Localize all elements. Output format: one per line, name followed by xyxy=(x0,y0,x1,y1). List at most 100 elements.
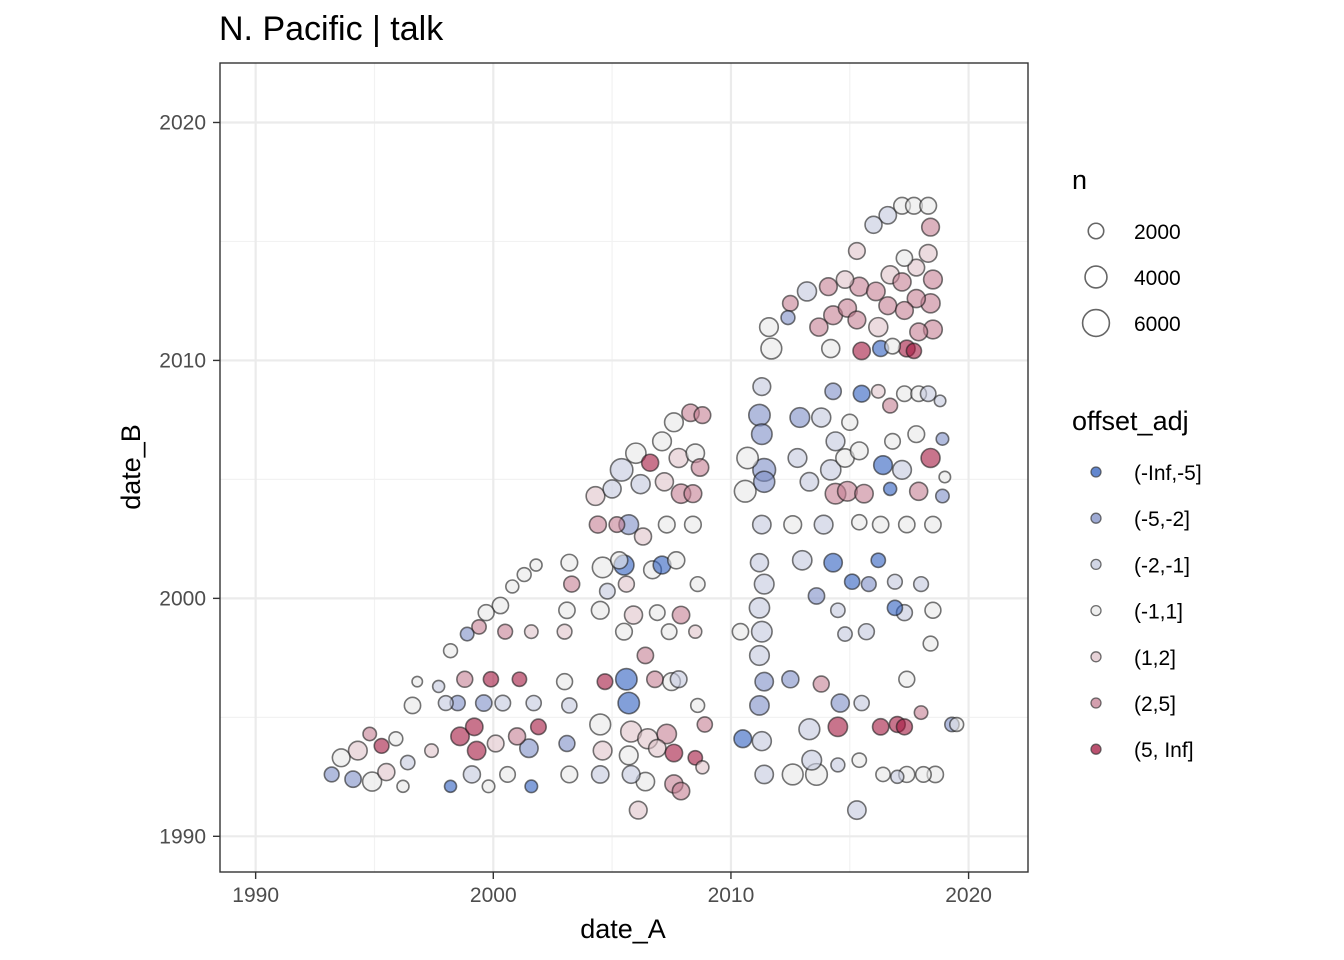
color-legend-label: (-1,1] xyxy=(1134,601,1183,624)
data-point xyxy=(645,670,664,689)
data-point xyxy=(854,483,874,504)
data-point xyxy=(556,623,573,640)
data-point xyxy=(850,513,868,531)
data-point xyxy=(731,622,750,641)
data-point xyxy=(827,716,849,738)
data-point xyxy=(934,488,950,504)
data-point xyxy=(748,644,771,667)
data-point xyxy=(847,310,867,330)
size-legend-label: 2000 xyxy=(1134,221,1181,244)
data-point xyxy=(696,716,714,733)
data-point xyxy=(450,726,470,747)
data-point xyxy=(895,385,913,403)
data-point xyxy=(411,675,424,688)
data-point xyxy=(596,673,614,691)
data-point xyxy=(683,515,703,534)
data-point xyxy=(948,716,965,733)
data-point xyxy=(560,765,579,784)
data-point xyxy=(830,693,851,713)
data-point xyxy=(588,515,608,534)
data-point xyxy=(617,575,636,593)
data-point xyxy=(671,605,691,625)
y-axis-title: date_B xyxy=(116,424,146,510)
data-point xyxy=(882,481,898,497)
data-point xyxy=(780,309,796,326)
data-point xyxy=(591,556,614,579)
size-legend-key xyxy=(1087,222,1105,240)
data-point xyxy=(807,587,826,605)
data-point xyxy=(671,781,691,801)
data-point xyxy=(846,800,867,821)
color-legend-label: (2,5] xyxy=(1134,693,1176,716)
data-point xyxy=(688,624,703,639)
data-point xyxy=(651,431,673,452)
data-point xyxy=(906,288,927,309)
data-point xyxy=(664,743,684,763)
data-point xyxy=(758,316,780,338)
data-point xyxy=(585,485,606,507)
data-point xyxy=(590,600,610,620)
data-point xyxy=(750,620,773,643)
data-point xyxy=(864,215,883,235)
data-point xyxy=(751,730,773,752)
data-point xyxy=(752,470,776,494)
axes: 1990 2000 2010 2020 1990 2000 2010 2020 xyxy=(159,111,992,907)
data-point xyxy=(892,272,912,292)
data-point xyxy=(656,723,678,745)
data-point xyxy=(636,646,655,665)
data-point xyxy=(464,717,484,737)
data-point xyxy=(462,765,482,784)
data-point xyxy=(623,605,644,625)
data-point xyxy=(847,241,867,261)
data-point xyxy=(760,337,783,360)
data-point xyxy=(812,675,830,693)
data-point xyxy=(849,441,869,461)
data-point xyxy=(669,670,688,689)
data-point xyxy=(614,622,634,641)
size-legend-label: 6000 xyxy=(1134,313,1181,336)
data-point xyxy=(920,217,941,237)
data-point xyxy=(878,205,898,225)
data-point xyxy=(486,734,505,753)
data-point xyxy=(609,457,634,482)
data-point xyxy=(867,316,889,338)
color-legend-title: offset_adj xyxy=(1072,406,1189,436)
data-point xyxy=(841,413,859,432)
data-point xyxy=(621,764,641,785)
color-legend-label: (1,2] xyxy=(1134,647,1176,670)
data-point xyxy=(886,573,904,590)
data-point xyxy=(560,553,579,572)
data-point xyxy=(835,270,855,289)
data-point xyxy=(781,669,800,689)
size-legend-key xyxy=(1081,308,1111,338)
data-point xyxy=(883,432,902,450)
data-point xyxy=(935,431,950,446)
data-point xyxy=(920,447,941,469)
data-point xyxy=(837,626,853,643)
data-points xyxy=(323,196,965,821)
data-point xyxy=(810,407,832,428)
data-point xyxy=(630,473,651,495)
grid-lines xyxy=(220,63,1028,872)
data-point xyxy=(820,338,841,359)
data-point xyxy=(836,480,858,502)
data-point xyxy=(878,296,898,316)
data-point xyxy=(798,718,821,741)
data-point xyxy=(683,484,703,504)
data-point xyxy=(592,740,613,761)
data-point xyxy=(562,575,581,593)
data-point xyxy=(907,425,926,444)
data-point xyxy=(875,766,891,783)
data-point xyxy=(924,515,942,534)
data-point xyxy=(590,764,610,784)
color-legend: offset_adj (-Inf,-5] (-5,-2] (-2,-1] (-1,1]… xyxy=(1072,406,1202,762)
data-point xyxy=(602,479,622,499)
data-point xyxy=(894,300,915,321)
color-legend-key xyxy=(1090,466,1102,478)
y-tick-label: 2000 xyxy=(159,587,206,610)
data-point xyxy=(524,779,539,794)
data-point xyxy=(482,670,500,688)
color-legend-label: (-2,-1] xyxy=(1134,554,1190,577)
data-point xyxy=(647,738,667,758)
data-point xyxy=(660,623,678,641)
